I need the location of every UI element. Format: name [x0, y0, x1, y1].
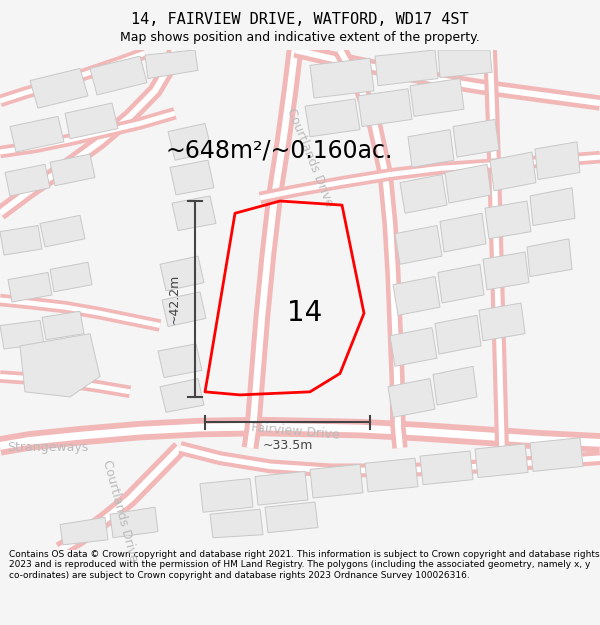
Polygon shape: [438, 264, 484, 303]
Polygon shape: [160, 379, 204, 412]
Polygon shape: [408, 129, 454, 168]
Polygon shape: [438, 50, 492, 78]
Text: ~33.5m: ~33.5m: [262, 439, 313, 452]
Polygon shape: [170, 160, 214, 195]
Polygon shape: [20, 334, 100, 397]
Polygon shape: [530, 438, 583, 471]
Polygon shape: [50, 154, 95, 186]
Polygon shape: [395, 226, 442, 264]
Text: 14, FAIRVIEW DRIVE, WATFORD, WD17 4ST: 14, FAIRVIEW DRIVE, WATFORD, WD17 4ST: [131, 12, 469, 27]
Polygon shape: [453, 119, 499, 157]
Polygon shape: [255, 471, 308, 505]
Polygon shape: [305, 99, 360, 137]
Polygon shape: [210, 509, 263, 538]
Polygon shape: [479, 303, 525, 341]
Polygon shape: [162, 292, 206, 326]
Text: Contains OS data © Crown copyright and database right 2021. This information is : Contains OS data © Crown copyright and d…: [9, 550, 599, 580]
Text: Courtlands Drive: Courtlands Drive: [100, 459, 140, 564]
Text: Fairview Drive: Fairview Drive: [250, 421, 340, 442]
Polygon shape: [60, 518, 108, 545]
Polygon shape: [0, 321, 44, 349]
Polygon shape: [172, 196, 216, 231]
Polygon shape: [475, 444, 528, 478]
Polygon shape: [435, 315, 481, 354]
Polygon shape: [158, 344, 202, 377]
Text: Map shows position and indicative extent of the property.: Map shows position and indicative extent…: [120, 31, 480, 44]
Polygon shape: [145, 50, 198, 79]
Text: ~42.2m: ~42.2m: [168, 274, 181, 324]
Polygon shape: [490, 152, 536, 191]
Polygon shape: [42, 311, 84, 340]
Text: 14: 14: [287, 299, 323, 328]
Polygon shape: [485, 201, 531, 239]
Polygon shape: [400, 174, 447, 213]
Polygon shape: [527, 239, 572, 276]
Polygon shape: [310, 464, 363, 498]
Polygon shape: [483, 252, 529, 290]
Polygon shape: [8, 272, 52, 302]
Polygon shape: [50, 262, 92, 292]
Polygon shape: [200, 479, 253, 512]
Polygon shape: [530, 188, 575, 226]
Text: ~648m²/~0.160ac.: ~648m²/~0.160ac.: [165, 138, 392, 162]
Polygon shape: [433, 366, 477, 405]
Polygon shape: [393, 276, 440, 315]
Polygon shape: [90, 56, 147, 95]
Polygon shape: [0, 226, 42, 255]
Polygon shape: [5, 164, 50, 196]
Polygon shape: [420, 451, 473, 485]
Polygon shape: [30, 68, 88, 108]
Polygon shape: [375, 50, 438, 86]
Text: Courtlands Drive: Courtlands Drive: [284, 106, 336, 208]
Polygon shape: [410, 79, 464, 116]
Polygon shape: [110, 507, 158, 538]
Polygon shape: [310, 58, 374, 98]
Polygon shape: [445, 164, 491, 203]
Polygon shape: [358, 89, 412, 126]
Polygon shape: [440, 213, 486, 252]
Polygon shape: [535, 142, 580, 179]
Text: Strangeways: Strangeways: [7, 441, 89, 454]
Polygon shape: [10, 116, 64, 152]
Polygon shape: [390, 328, 437, 366]
Polygon shape: [40, 215, 85, 247]
Polygon shape: [265, 502, 318, 532]
Polygon shape: [168, 124, 212, 160]
Polygon shape: [65, 103, 118, 139]
Polygon shape: [160, 256, 204, 291]
Polygon shape: [365, 458, 418, 492]
Polygon shape: [388, 379, 435, 418]
